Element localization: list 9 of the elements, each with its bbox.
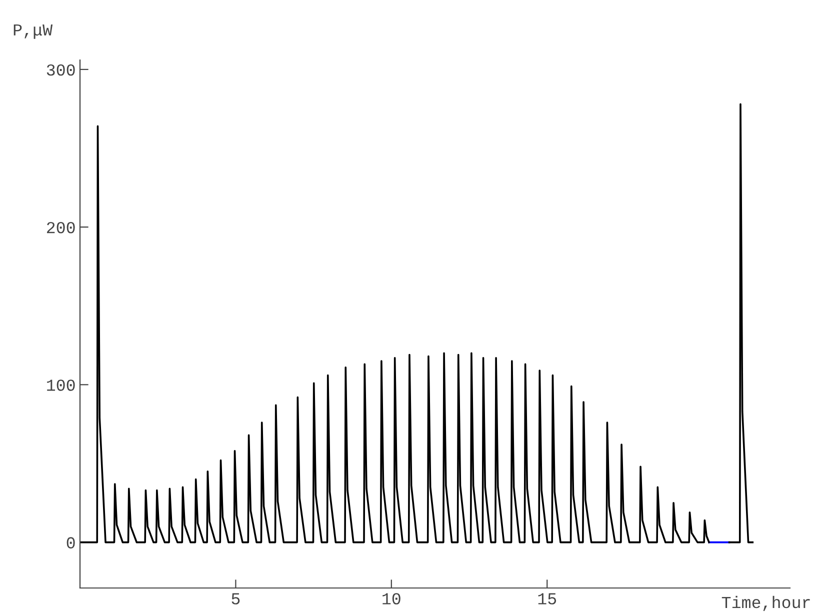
y-tick-label: 200 <box>46 222 75 234</box>
x-tick-label: 5 <box>232 593 240 604</box>
y-tick-label: 0 <box>66 537 75 548</box>
y-tick-label: 100 <box>47 380 75 391</box>
y-tick-label: 300 <box>46 64 75 76</box>
y-axis-title: P,μW <box>14 24 53 39</box>
x-axis-title: Time,hour <box>722 596 810 611</box>
x-tick-label: 15 <box>538 593 556 604</box>
x-tick-label: 10 <box>382 593 400 604</box>
